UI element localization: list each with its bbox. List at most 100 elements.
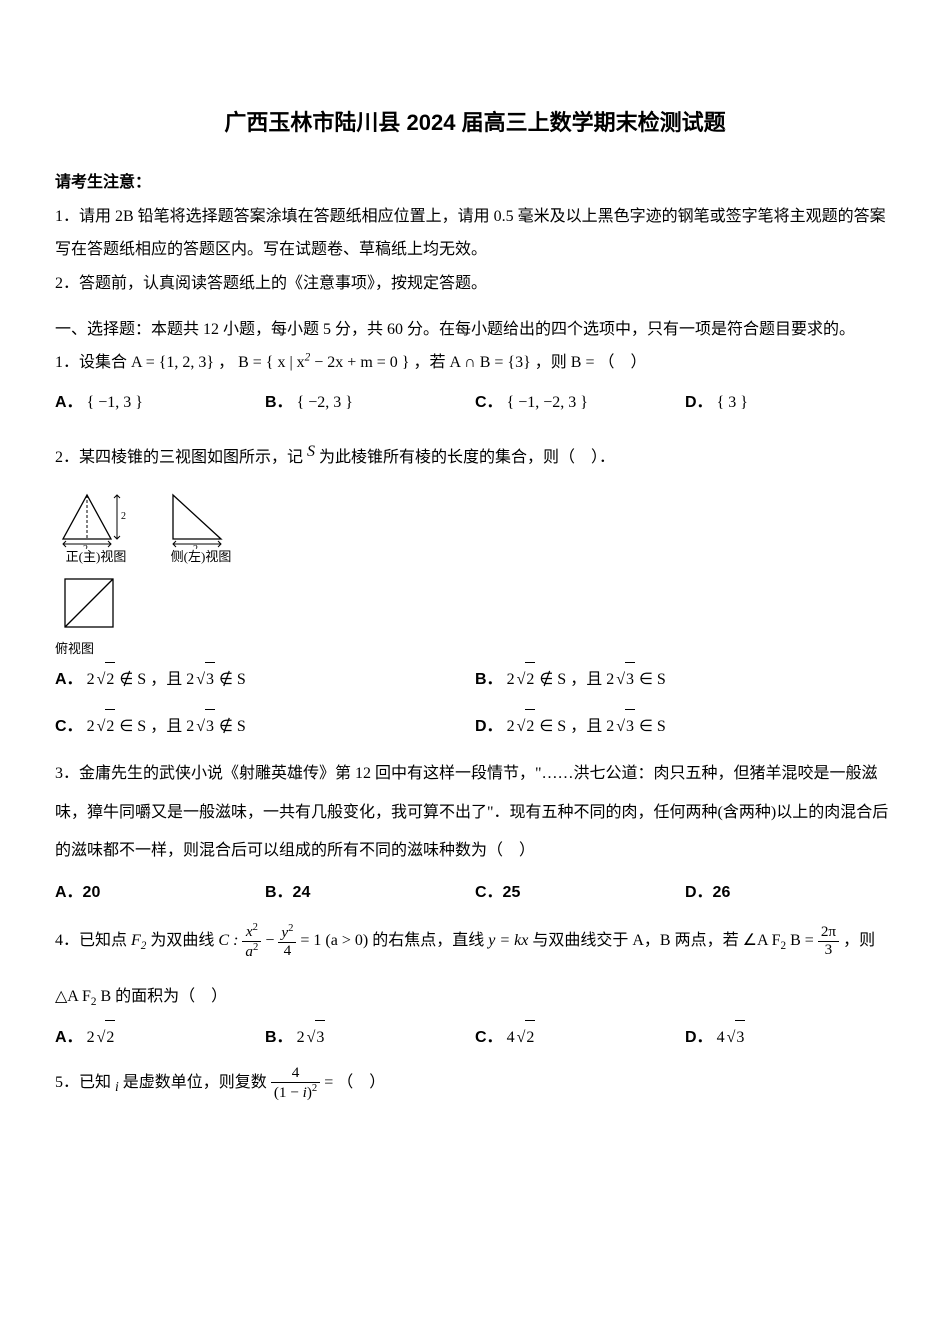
q1-A-label: A． xyxy=(55,394,83,411)
q1-B-val: { −2, 3 } xyxy=(297,394,353,411)
q4-eq1: = 1 (a > 0) xyxy=(300,932,368,949)
q1-tail: ，则 xyxy=(535,354,571,371)
front-view-block: 2 2 正(主)视图 xyxy=(55,489,137,565)
q1-B-sym: B xyxy=(238,354,249,371)
q5-mid: 是虚数单位，则复数 xyxy=(123,1074,271,1091)
q4-m3: 与双曲线交于 xyxy=(532,932,632,949)
q1-A-set: = {1, 2, 3} xyxy=(142,354,214,371)
q5-den-e: 2 xyxy=(312,1083,317,1094)
q1-opt-B: B． { −2, 3 } xyxy=(265,386,475,420)
q4-AB: A，B xyxy=(632,932,670,949)
q2-D-label: D． xyxy=(475,718,503,735)
q4-n1a: x xyxy=(246,923,253,940)
question-4: 4．已知点 F2 为双曲线 C : x2a2 − y24 = 1 (a > 0)… xyxy=(55,920,895,962)
q2D-1r: ∈ S xyxy=(535,718,566,735)
q1-intersection: A ∩ B = {3} xyxy=(449,354,530,371)
q3-opt-D: D．26 xyxy=(685,876,895,910)
q2D-2b: 3 xyxy=(625,709,635,744)
q1-opt-D: D． { 3 } xyxy=(685,386,895,420)
q4-ang-den: 3 xyxy=(818,942,839,959)
q4-d1a: a xyxy=(245,943,253,960)
q2-post: 为此棱锥所有棱的长度的集合，则（ ）． xyxy=(319,449,615,466)
q4-m1: 为双曲线 xyxy=(150,932,218,949)
q3-options: A．20 B．24 C．25 D．26 xyxy=(55,876,895,910)
q2A-1a: 2 xyxy=(87,671,95,688)
q1-D-val: { 3 } xyxy=(717,394,748,411)
q1-C-label: C． xyxy=(475,394,503,411)
q2C-and: ，且 xyxy=(150,718,186,735)
top-view-block: 俯视图 xyxy=(55,569,895,657)
svg-text:2: 2 xyxy=(121,511,126,522)
q4-options: A． 22 B． 23 C． 42 D． 43 xyxy=(55,1020,895,1055)
q2A-2a: 2 xyxy=(186,671,194,688)
q4D-a: 4 xyxy=(717,1029,725,1046)
q4B-b: 3 xyxy=(315,1020,325,1055)
q4-tail: 的面积为（ ） xyxy=(115,988,227,1005)
q2-opt-B: B． 22 ∉ S ，且 23 ∈ S xyxy=(475,662,895,697)
q3-opt-C: C．25 xyxy=(475,876,685,910)
q4-C: C : xyxy=(218,932,242,949)
question-4b: △A F2 B 的面积为（ ） xyxy=(55,980,895,1015)
q5-tail: （ ） xyxy=(337,1074,385,1091)
q2C-1b: 2 xyxy=(105,709,115,744)
q1-paren: （ ） xyxy=(598,354,646,371)
q2D-2r: ∈ S xyxy=(635,718,666,735)
question-3: 3．金庸先生的武侠小说《射雕英雄传》第 12 回中有这样一段情节，"……洪七公道… xyxy=(55,755,895,870)
question-5: 5．已知 i 是虚数单位，则复数 4 (1 − i)2 = （ ） xyxy=(55,1065,895,1102)
q5-num: 4 xyxy=(271,1065,320,1083)
q2-A-label: A． xyxy=(55,671,83,688)
q1-C-val: { −1, −2, 3 } xyxy=(507,394,588,411)
q1-B-set2: − 2x + m = 0 } xyxy=(310,354,409,371)
q4-n2e: 2 xyxy=(288,923,293,934)
q4-opt-D: D． 43 xyxy=(685,1020,895,1055)
q1-options: A． { −1, 3 } B． { −2, 3 } C． { −1, −2, 3… xyxy=(55,386,895,420)
q2A-2b: 3 xyxy=(205,662,215,697)
three-views: 2 2 正(主)视图 2 侧(左)视图 xyxy=(55,489,895,565)
q4-n1e: 2 xyxy=(253,922,258,933)
front-view-label: 正(主)视图 xyxy=(55,549,137,565)
q4-tri1: △A F xyxy=(55,988,91,1005)
q4-d2: 4 xyxy=(278,943,296,960)
q2C-2a: 2 xyxy=(186,718,194,735)
q5-den-l: (1 − xyxy=(274,1084,303,1101)
q1-B-set1: = { x | x xyxy=(249,354,305,371)
q2B-1a: 2 xyxy=(507,671,515,688)
q1-pre: 1．设集合 xyxy=(55,354,131,371)
q2-B-label: B． xyxy=(475,671,503,688)
q4-ang-num: 2π xyxy=(818,924,839,942)
q4-opt-C: C． 42 xyxy=(475,1020,685,1055)
q4-A-label: A． xyxy=(55,1029,83,1046)
q2-pre: 2．某四棱锥的三视图如图所示，记 xyxy=(55,449,307,466)
side-view-label: 侧(左)视图 xyxy=(165,549,237,565)
q4-opt-B: B． 23 xyxy=(265,1020,475,1055)
q1-comma1: ， xyxy=(218,354,238,371)
q4-minus: − xyxy=(265,932,278,949)
q5-pre: 5．已知 xyxy=(55,1074,115,1091)
q2C-1r: ∈ S xyxy=(115,718,146,735)
q3-opt-B: B．24 xyxy=(265,876,475,910)
q2A-1b: 2 xyxy=(105,662,115,697)
top-view-svg xyxy=(55,569,127,641)
q2-opt-A: A． 22 ∉ S ，且 23 ∉ S xyxy=(55,662,475,697)
q4-opt-A: A． 22 xyxy=(55,1020,265,1055)
q2C-2b: 3 xyxy=(205,709,215,744)
q4-tri2: B xyxy=(96,988,111,1005)
q2-opt-C: C． 22 ∈ S ，且 23 ∉ S xyxy=(55,709,475,744)
q1-opt-C: C． { −1, −2, 3 } xyxy=(475,386,685,420)
notice-line-2: 2．答题前，认真阅读答题纸上的《注意事项》，按规定答题。 xyxy=(55,267,895,301)
side-view-block: 2 侧(左)视图 xyxy=(165,489,237,565)
q4-m4: 两点，若 xyxy=(675,932,743,949)
q2A-and: ，且 xyxy=(150,671,186,688)
q4A-b: 2 xyxy=(105,1020,115,1055)
q2C-1a: 2 xyxy=(87,718,95,735)
side-view-svg: 2 xyxy=(165,489,237,549)
q4-angle2: B = xyxy=(786,932,818,949)
q4A-a: 2 xyxy=(87,1029,95,1046)
q2D-and: ，且 xyxy=(570,718,606,735)
q4-m2: 的右焦点，直线 xyxy=(372,932,488,949)
q4-F2-sub: 2 xyxy=(141,940,147,952)
q2C-2r: ∉ S xyxy=(215,718,246,735)
question-2: 2．某四棱锥的三视图如图所示，记 S 为此棱锥所有棱的长度的集合，则（ ）． xyxy=(55,441,895,475)
q2B-2a: 2 xyxy=(606,671,614,688)
top-view-label: 俯视图 xyxy=(55,641,895,657)
